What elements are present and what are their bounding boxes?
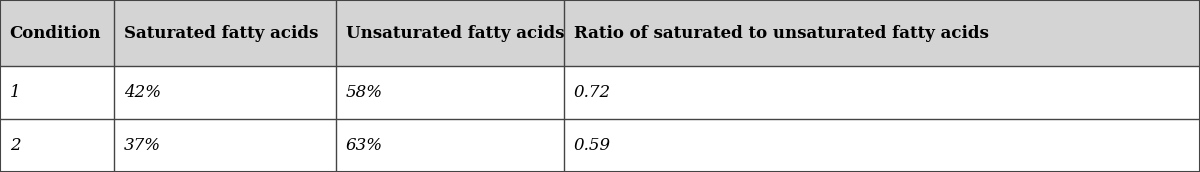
Text: 42%: 42% bbox=[124, 84, 161, 101]
Text: 2: 2 bbox=[10, 137, 20, 154]
Bar bbox=[336, 119, 564, 172]
Bar bbox=[0, 0, 114, 66]
Text: Ratio of saturated to unsaturated fatty acids: Ratio of saturated to unsaturated fatty … bbox=[574, 25, 989, 42]
Bar bbox=[114, 66, 336, 119]
Text: 1: 1 bbox=[10, 84, 20, 101]
Bar bbox=[336, 0, 564, 66]
Text: 0.72: 0.72 bbox=[574, 84, 611, 101]
Bar bbox=[564, 119, 1200, 172]
Text: Condition: Condition bbox=[10, 25, 101, 42]
Text: Unsaturated fatty acids: Unsaturated fatty acids bbox=[346, 25, 564, 42]
Bar bbox=[114, 119, 336, 172]
Text: 58%: 58% bbox=[346, 84, 383, 101]
Bar bbox=[564, 66, 1200, 119]
Bar bbox=[564, 0, 1200, 66]
Bar bbox=[336, 66, 564, 119]
Bar bbox=[0, 66, 114, 119]
Text: 37%: 37% bbox=[124, 137, 161, 154]
Bar bbox=[0, 119, 114, 172]
Text: 0.59: 0.59 bbox=[574, 137, 611, 154]
Text: 63%: 63% bbox=[346, 137, 383, 154]
Bar bbox=[114, 0, 336, 66]
Text: Saturated fatty acids: Saturated fatty acids bbox=[124, 25, 318, 42]
